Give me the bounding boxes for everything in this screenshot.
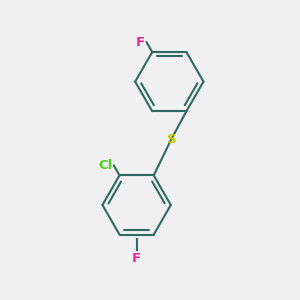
Text: F: F <box>132 252 141 265</box>
Text: F: F <box>136 36 145 49</box>
Text: Cl: Cl <box>98 159 112 172</box>
Text: S: S <box>167 133 176 146</box>
